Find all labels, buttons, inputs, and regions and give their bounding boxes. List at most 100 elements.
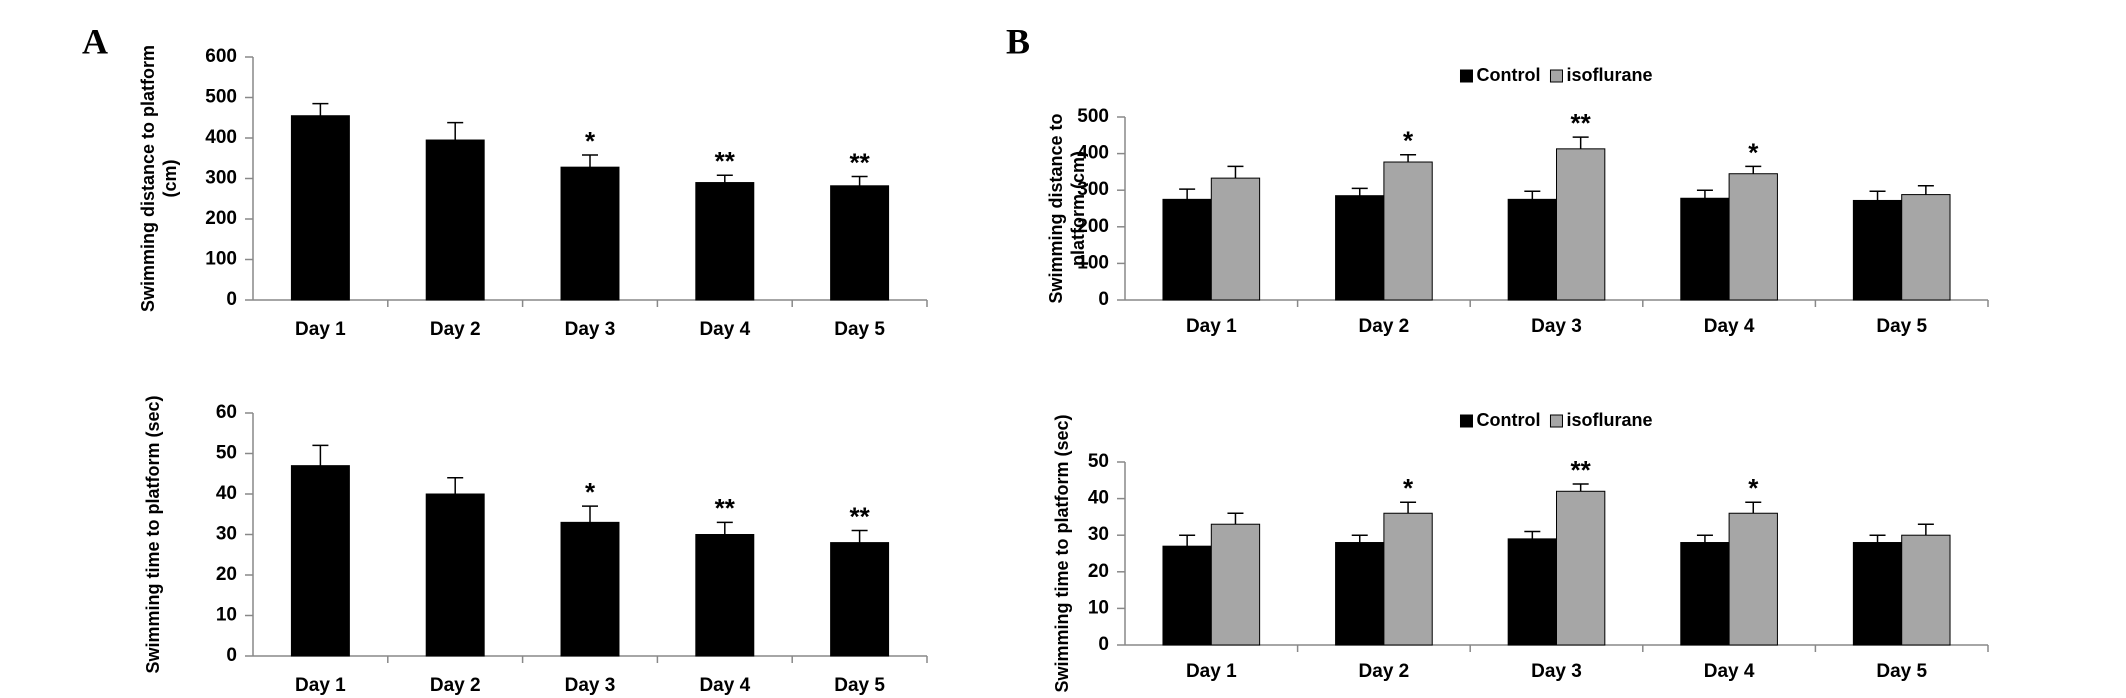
bar — [1728, 173, 1778, 301]
y-tick-label: 10 — [1088, 597, 1109, 618]
legend-label: isoflurane — [1566, 65, 1652, 85]
error-bar — [1400, 153, 1417, 163]
bar — [425, 139, 485, 301]
significance-marker: * — [1748, 473, 1759, 503]
bar — [1680, 197, 1730, 301]
y-tick-label: 30 — [216, 524, 237, 545]
y-tick-label: 20 — [1088, 561, 1109, 582]
error-bar — [1227, 165, 1244, 179]
y-tick-label: 500 — [205, 87, 237, 108]
error-bar — [716, 174, 733, 183]
x-tick-label: Day 2 — [1359, 316, 1410, 337]
x-tick-label: Day 5 — [1876, 661, 1927, 682]
legend-swatch — [1549, 69, 1563, 83]
y-tick-label: 300 — [205, 168, 237, 189]
x-tick-label: Day 1 — [1186, 661, 1237, 682]
bar — [560, 166, 620, 301]
bar — [290, 115, 350, 301]
y-tick-label: 200 — [205, 208, 237, 229]
bar — [560, 521, 620, 657]
bar — [1680, 542, 1730, 646]
y-tick-label: 30 — [1088, 524, 1109, 545]
error-bar — [1696, 189, 1713, 199]
error-bar — [1745, 165, 1762, 174]
panel-label: B — [1006, 21, 1030, 61]
error-bar — [1179, 534, 1196, 547]
y-tick-label: 400 — [205, 127, 237, 148]
error-bar — [1572, 136, 1589, 149]
error-bar — [851, 529, 868, 543]
x-tick-label: Day 1 — [1186, 316, 1237, 337]
error-bar — [1696, 534, 1713, 543]
bar — [1507, 198, 1557, 301]
bar — [1852, 542, 1903, 646]
error-bar — [1745, 501, 1762, 514]
bar — [1852, 199, 1903, 301]
x-tick-label: Day 5 — [834, 319, 885, 340]
x-tick-label: Day 4 — [1704, 316, 1755, 337]
bar — [830, 542, 890, 657]
significance-marker: ** — [1571, 108, 1592, 138]
bar — [695, 534, 755, 657]
y-tick-label: 20 — [216, 564, 237, 585]
error-bar — [1869, 190, 1886, 201]
bar — [1507, 538, 1557, 646]
bar — [1335, 542, 1385, 646]
y-axis-label: Swimming distance to platform — [138, 45, 158, 312]
error-bar — [1524, 190, 1541, 200]
y-axis-label: platform (cm) — [1068, 151, 1088, 266]
x-tick-label: Day 4 — [699, 319, 750, 340]
error-bar — [1917, 523, 1934, 536]
legend-swatch — [1459, 69, 1473, 83]
bar — [1901, 534, 1951, 646]
error-bar — [1351, 534, 1368, 543]
y-axis-label: Swimming time to platform (sec) — [143, 395, 163, 673]
significance-marker: * — [1403, 126, 1414, 156]
bar — [1383, 512, 1433, 646]
bar — [290, 465, 350, 657]
significance-marker: ** — [715, 493, 736, 523]
bar — [695, 182, 755, 301]
bar — [1210, 523, 1261, 646]
bar — [1901, 194, 1951, 301]
error-bar — [312, 102, 329, 116]
legend-swatch — [1459, 414, 1473, 428]
x-tick-label: Day 3 — [565, 319, 616, 340]
significance-marker: ** — [849, 501, 870, 531]
y-tick-label: 100 — [205, 249, 237, 270]
error-bar — [1400, 501, 1417, 514]
x-tick-label: Day 3 — [1531, 316, 1582, 337]
x-tick-label: Day 5 — [834, 675, 885, 696]
bar — [1162, 198, 1212, 301]
x-tick-label: Day 1 — [295, 319, 346, 340]
significance-marker: * — [585, 126, 596, 156]
error-bar — [447, 121, 464, 141]
error-bar — [582, 154, 598, 168]
x-tick-label: Day 2 — [430, 319, 481, 340]
y-axis-label: Swimming time to platform (sec) — [1052, 414, 1072, 692]
bar — [830, 185, 890, 301]
y-tick-label: 50 — [1088, 451, 1109, 472]
y-tick-label: 40 — [216, 483, 237, 504]
y-tick-label: 40 — [1088, 488, 1109, 509]
bar — [1728, 512, 1778, 646]
significance-marker: * — [1403, 473, 1414, 503]
y-axis-label: Swimming distance to — [1046, 113, 1066, 303]
y-tick-label: 0 — [226, 645, 237, 666]
error-bar — [312, 444, 329, 466]
error-bar — [716, 521, 733, 535]
bar — [425, 493, 485, 657]
bar — [1335, 195, 1385, 301]
error-bar — [1179, 188, 1196, 200]
y-tick-label: 400 — [1077, 143, 1109, 164]
significance-marker: ** — [715, 146, 736, 176]
error-bar — [1869, 534, 1886, 543]
y-tick-label: 0 — [1098, 634, 1109, 655]
legend-label: isoflurane — [1566, 410, 1652, 430]
y-tick-label: 0 — [1098, 289, 1109, 310]
x-tick-label: Day 3 — [1531, 661, 1582, 682]
y-axis-label: (cm) — [160, 159, 180, 197]
bar — [1162, 545, 1212, 646]
x-tick-label: Day 5 — [1876, 316, 1927, 337]
